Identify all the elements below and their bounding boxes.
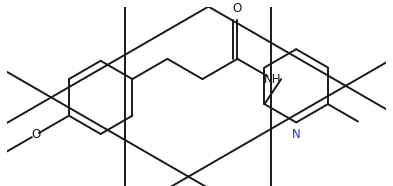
Text: O: O <box>31 129 40 141</box>
Text: N: N <box>292 128 301 141</box>
Text: NH: NH <box>264 73 281 86</box>
Text: O: O <box>233 1 242 15</box>
